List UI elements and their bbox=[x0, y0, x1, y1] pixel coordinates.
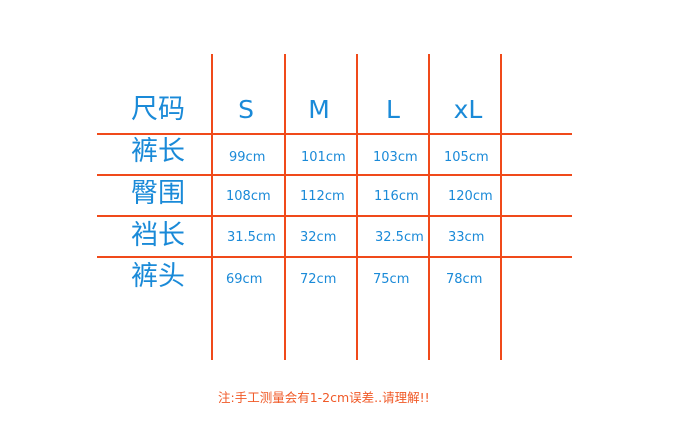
size-header: L bbox=[386, 95, 400, 124]
row-label: 裤头 bbox=[131, 261, 185, 292]
size-header: M bbox=[308, 95, 330, 124]
cell: 101cm bbox=[301, 150, 346, 165]
cell: 69cm bbox=[226, 272, 263, 287]
cell: 78cm bbox=[446, 272, 483, 287]
row-label: 裤长 bbox=[131, 136, 185, 167]
grid-line bbox=[428, 54, 430, 360]
cell: 105cm bbox=[444, 150, 489, 165]
cell: 99cm bbox=[229, 150, 266, 165]
row-label: 裆长 bbox=[131, 220, 185, 251]
cell: 72cm bbox=[300, 272, 337, 287]
cell: 103cm bbox=[373, 150, 418, 165]
size-header: xL bbox=[453, 95, 483, 124]
cell: 116cm bbox=[374, 189, 419, 204]
grid-line bbox=[211, 54, 213, 360]
cell: 32cm bbox=[300, 230, 337, 245]
cell: 33cm bbox=[448, 230, 485, 245]
grid-line bbox=[97, 256, 572, 258]
grid-line bbox=[97, 215, 572, 217]
cell: 75cm bbox=[373, 272, 410, 287]
cell: 32.5cm bbox=[375, 230, 424, 245]
grid-line bbox=[356, 54, 358, 360]
grid-line bbox=[97, 174, 572, 176]
cell: 112cm bbox=[300, 189, 345, 204]
cell: 108cm bbox=[226, 189, 271, 204]
grid-line bbox=[284, 54, 286, 360]
cell: 31.5cm bbox=[227, 230, 276, 245]
measurement-note: 注:手工测量会有1-2cm误差..请理解!! bbox=[218, 390, 430, 405]
row-label: 臀围 bbox=[131, 178, 185, 209]
cell: 120cm bbox=[448, 189, 493, 204]
header-label: 尺码 bbox=[131, 94, 185, 125]
grid-line bbox=[500, 54, 502, 360]
size-header: S bbox=[238, 95, 254, 124]
grid-line bbox=[97, 133, 572, 135]
